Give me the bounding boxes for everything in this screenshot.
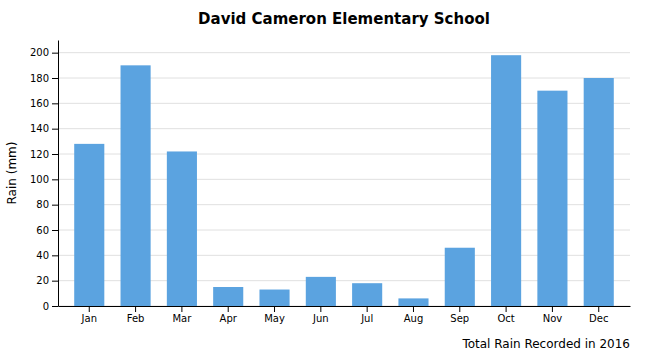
bar xyxy=(537,91,567,306)
bar xyxy=(74,144,104,306)
x-tick-label: Jul xyxy=(360,313,373,324)
x-tick: May xyxy=(264,306,285,324)
x-tick-label: Sep xyxy=(450,313,469,324)
x-tick-mark xyxy=(506,306,507,312)
y-tick-mark xyxy=(52,255,58,256)
y-tick: 20 xyxy=(36,275,58,286)
bar xyxy=(213,287,243,306)
x-tick: Jul xyxy=(360,306,373,324)
y-tick: 80 xyxy=(36,199,58,210)
bar xyxy=(584,78,614,306)
y-tick-mark xyxy=(52,103,58,104)
grid xyxy=(58,53,630,306)
grid-line xyxy=(58,52,630,53)
y-tick-mark xyxy=(52,179,58,180)
y-tick: 160 xyxy=(30,98,58,109)
y-tick-label: 120 xyxy=(30,149,49,160)
bar xyxy=(167,151,197,306)
x-tick-label: Dec xyxy=(589,313,608,324)
x-tick: Dec xyxy=(589,306,608,324)
x-tick-label: Feb xyxy=(127,313,145,324)
y-tick-label: 100 xyxy=(30,174,49,185)
bar xyxy=(259,290,289,306)
plot: Jan Feb Mar Apr May Jun Jul Aug Sep Oct Nov Dec 0 20 4… xyxy=(30,41,631,325)
bars xyxy=(74,55,614,306)
x-tick: Jun xyxy=(312,306,329,324)
y-tick: 40 xyxy=(36,250,58,261)
chart: Jan Feb Mar Apr May Jun Jul Aug Sep Oct Nov Dec 0 20 4… xyxy=(0,0,650,360)
x-axis-title: Total Rain Recorded in 2016 xyxy=(461,337,630,351)
x-tick-mark xyxy=(181,306,182,312)
bar xyxy=(398,298,428,306)
y-tick-label: 20 xyxy=(36,275,49,286)
y-axis-title: Rain (mm) xyxy=(5,142,19,205)
y-tick: 120 xyxy=(30,149,58,160)
x-tick-label: Nov xyxy=(543,313,563,324)
y-tick-mark xyxy=(52,230,58,231)
y-tick: 140 xyxy=(30,123,58,134)
y-tick-mark xyxy=(52,306,58,307)
y-tick-mark xyxy=(52,53,58,54)
x-tick: Nov xyxy=(543,306,563,324)
chart-container: Jan Feb Mar Apr May Jun Jul Aug Sep Oct Nov Dec 0 20 4… xyxy=(0,0,650,360)
y-tick-mark xyxy=(52,281,58,282)
x-tick-label: Aug xyxy=(404,313,424,324)
x-tick-label: Oct xyxy=(497,313,514,324)
y-tick: 0 xyxy=(43,301,58,312)
x-tick-mark xyxy=(367,306,368,312)
y-tick-mark xyxy=(52,129,58,130)
x-tick: Sep xyxy=(450,306,469,324)
x-tick: Jan xyxy=(81,306,97,324)
bar xyxy=(352,283,382,306)
x-tick-label: Mar xyxy=(172,313,192,324)
x-tick-label: Jun xyxy=(312,313,329,324)
y-axis-line xyxy=(58,41,59,307)
x-axis: Jan Feb Mar Apr May Jun Jul Aug Sep Oct Nov Dec xyxy=(59,306,631,324)
x-tick: Feb xyxy=(127,306,145,324)
title: David Cameron Elementary School xyxy=(198,10,490,28)
x-tick-mark xyxy=(552,306,553,312)
y-tick: 200 xyxy=(30,47,58,58)
x-tick-mark xyxy=(413,306,414,312)
y-tick-label: 200 xyxy=(30,47,49,58)
y-tick: 180 xyxy=(30,73,58,84)
y-tick-label: 40 xyxy=(36,250,49,261)
bar xyxy=(121,65,151,306)
y-tick-label: 60 xyxy=(36,225,49,236)
x-tick: Apr xyxy=(220,306,238,324)
y-tick-mark xyxy=(52,78,58,79)
x-tick-mark xyxy=(459,306,460,312)
y-tick: 100 xyxy=(30,174,58,185)
x-tick-mark xyxy=(89,306,90,312)
bar xyxy=(306,277,336,306)
x-tick-mark xyxy=(228,306,229,312)
y-tick-label: 180 xyxy=(30,73,49,84)
x-tick-mark xyxy=(598,306,599,312)
x-tick-label: May xyxy=(264,313,285,324)
y-tick-mark xyxy=(52,205,58,206)
x-tick: Oct xyxy=(497,306,514,324)
x-tick: Mar xyxy=(172,306,192,324)
bar xyxy=(445,248,475,306)
x-tick-label: Apr xyxy=(220,313,238,324)
x-tick-label: Jan xyxy=(81,313,97,324)
x-axis-line xyxy=(59,306,631,307)
x-tick: Aug xyxy=(404,306,424,324)
y-tick: 60 xyxy=(36,225,58,236)
y-tick-mark xyxy=(52,154,58,155)
y-tick-label: 140 xyxy=(30,123,49,134)
y-tick-label: 0 xyxy=(43,301,49,312)
x-tick-mark xyxy=(320,306,321,312)
x-tick-mark xyxy=(135,306,136,312)
x-tick-mark xyxy=(274,306,275,312)
y-tick-label: 80 xyxy=(36,199,49,210)
y-tick-label: 160 xyxy=(30,98,49,109)
y-axis: 0 20 40 60 80 100 120 140 160 180 200 xyxy=(30,41,59,312)
bar xyxy=(491,55,521,306)
